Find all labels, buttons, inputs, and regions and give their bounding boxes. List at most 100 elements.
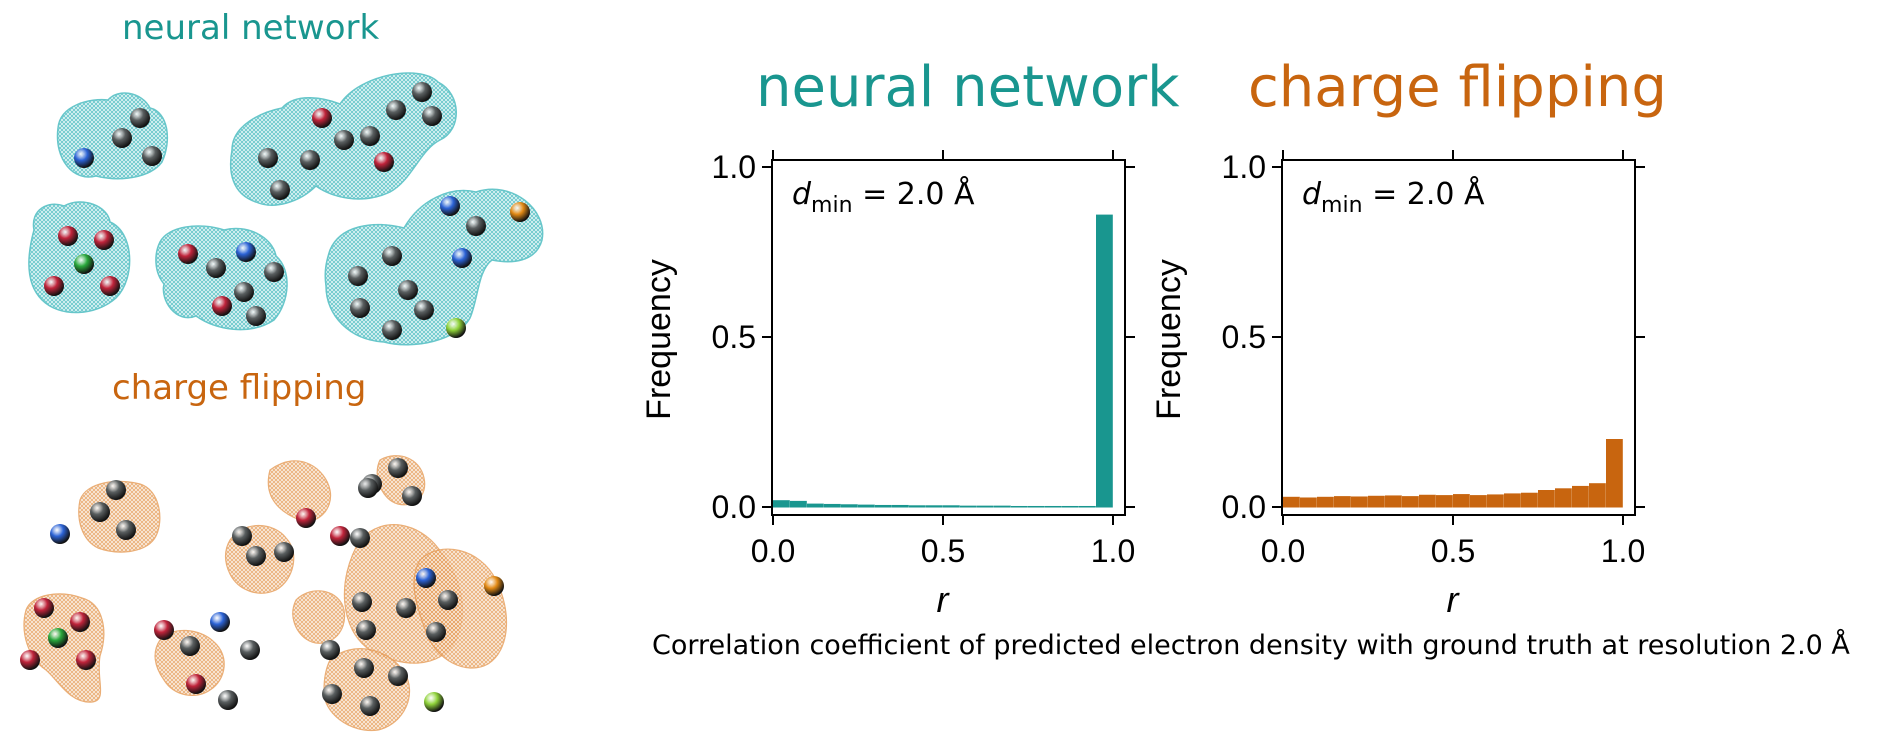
atom-sphere xyxy=(74,254,94,274)
atom-sphere xyxy=(130,108,150,128)
histogram-bar xyxy=(875,504,892,508)
atom-sphere xyxy=(236,242,256,262)
atom-sphere xyxy=(382,320,402,340)
y-axis-label: Frequency xyxy=(1150,259,1188,420)
neural-network-illustration-label: neural network xyxy=(122,8,380,48)
atom-sphere xyxy=(94,230,114,250)
atom-sphere xyxy=(70,612,90,632)
atom-sphere xyxy=(334,130,354,150)
atom-sphere xyxy=(396,598,416,618)
y-tick-label: 0.0 xyxy=(712,489,756,525)
atom-sphere xyxy=(240,640,260,660)
x-tick-label: 0.5 xyxy=(1431,533,1475,569)
histogram-bar xyxy=(1538,490,1555,508)
atom-sphere xyxy=(50,524,70,544)
histogram-bar xyxy=(824,503,841,508)
atom-sphere xyxy=(438,590,458,610)
histogram-bar xyxy=(909,505,926,508)
cf-density-isosurface xyxy=(323,648,411,732)
cf-density-isosurface xyxy=(154,629,225,697)
resolution-annotation: dmin = 2.0 Å xyxy=(792,176,975,218)
chart-title-charge-flipping: charge flipping xyxy=(1248,55,1667,120)
atom-sphere xyxy=(264,262,284,282)
atom-sphere xyxy=(206,258,226,278)
chart-title-neural-network: neural network xyxy=(756,55,1180,120)
atom-sphere xyxy=(398,280,418,300)
histogram-bar xyxy=(1011,505,1028,508)
atom-sphere xyxy=(330,526,350,546)
cf-density-isosurface xyxy=(292,590,346,644)
atom-sphere xyxy=(106,480,126,500)
histogram-bar xyxy=(1079,505,1096,508)
atom-sphere xyxy=(354,658,374,678)
histogram-bar xyxy=(1436,495,1453,508)
atom-sphere xyxy=(34,598,54,618)
cf-density-isosurface xyxy=(267,460,332,522)
atom-sphere xyxy=(426,622,446,642)
histogram-bar xyxy=(1045,505,1062,508)
atom-sphere xyxy=(348,266,368,286)
atom-sphere xyxy=(210,612,230,632)
histogram-bar xyxy=(1606,439,1623,508)
x-axis-label: r xyxy=(1447,579,1461,620)
histogram-bar xyxy=(1368,495,1385,508)
atom-sphere xyxy=(416,568,436,588)
atom-sphere xyxy=(270,180,290,200)
atom-sphere xyxy=(246,306,266,326)
atom-sphere xyxy=(212,296,232,316)
atom-sphere xyxy=(20,650,40,670)
atom-sphere xyxy=(232,526,252,546)
atom-sphere xyxy=(382,246,402,266)
x-axis-label: r xyxy=(937,579,951,620)
histogram-bar xyxy=(994,505,1011,508)
y-tick-label: 0.0 xyxy=(1222,489,1266,525)
atom-sphere xyxy=(48,628,68,648)
atom-sphere xyxy=(178,244,198,264)
histogram-bar xyxy=(1028,505,1045,508)
charge-flipping-illustration-label: charge flipping xyxy=(112,368,367,408)
atom-sphere xyxy=(412,82,432,102)
atom-sphere xyxy=(360,696,380,716)
atom-sphere xyxy=(218,690,238,710)
histogram-bar xyxy=(1470,495,1487,508)
histogram-bar xyxy=(1300,497,1317,508)
histogram-bar xyxy=(1589,483,1606,508)
x-tick-label: 1.0 xyxy=(1601,533,1645,569)
molecule-illustration xyxy=(20,72,544,732)
atom-sphere xyxy=(76,650,96,670)
atom-sphere xyxy=(484,576,504,596)
histogram-bar xyxy=(1351,496,1368,508)
atom-sphere xyxy=(112,128,132,148)
atom-sphere xyxy=(358,478,378,498)
histogram-bar xyxy=(1317,496,1334,508)
histogram-bar xyxy=(892,504,909,508)
histogram-bar xyxy=(1453,494,1470,508)
atom-sphere xyxy=(322,684,342,704)
histogram-bar xyxy=(1572,485,1589,508)
histogram-bar xyxy=(1419,494,1436,508)
y-tick-label: 0.5 xyxy=(712,319,756,355)
histogram-bar xyxy=(960,505,977,508)
histogram-bar xyxy=(807,503,824,508)
x-tick-label: 0.5 xyxy=(921,533,965,569)
histogram-bar xyxy=(1487,494,1504,508)
atom-sphere xyxy=(388,666,408,686)
y-tick-label: 1.0 xyxy=(712,149,756,185)
atom-sphere xyxy=(246,546,266,566)
atom-sphere xyxy=(74,148,94,168)
atom-sphere xyxy=(320,640,340,660)
chart-charge-flipping: 0.0 0.5 1.0 0.0 0.5 1.0 r Frequency dmin = 2.0 Å xyxy=(1150,149,1645,620)
histogram-bar xyxy=(1334,496,1351,508)
x-tick-label: 1.0 xyxy=(1091,533,1135,569)
atom-sphere xyxy=(180,636,200,656)
atom-sphere xyxy=(414,300,434,320)
atom-sphere xyxy=(100,276,120,296)
atom-sphere xyxy=(386,100,406,120)
x-tick-label: 0.0 xyxy=(1261,533,1305,569)
atom-sphere xyxy=(422,106,442,126)
atom-sphere xyxy=(446,318,466,338)
histogram-bar xyxy=(858,504,875,508)
atom-sphere xyxy=(296,508,316,528)
resolution-annotation: dmin = 2.0 Å xyxy=(1302,176,1485,218)
